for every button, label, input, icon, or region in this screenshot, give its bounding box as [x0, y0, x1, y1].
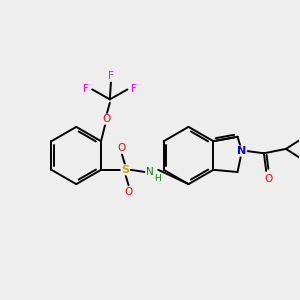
Text: S: S: [121, 165, 129, 175]
Text: H: H: [154, 174, 160, 183]
Text: F: F: [131, 85, 137, 94]
Text: O: O: [102, 114, 111, 124]
Text: F: F: [83, 85, 88, 94]
Text: N: N: [146, 167, 153, 177]
Text: N: N: [237, 146, 247, 156]
Text: O: O: [124, 187, 133, 197]
Text: F: F: [108, 71, 114, 81]
Text: O: O: [264, 174, 272, 184]
Text: O: O: [118, 143, 126, 153]
